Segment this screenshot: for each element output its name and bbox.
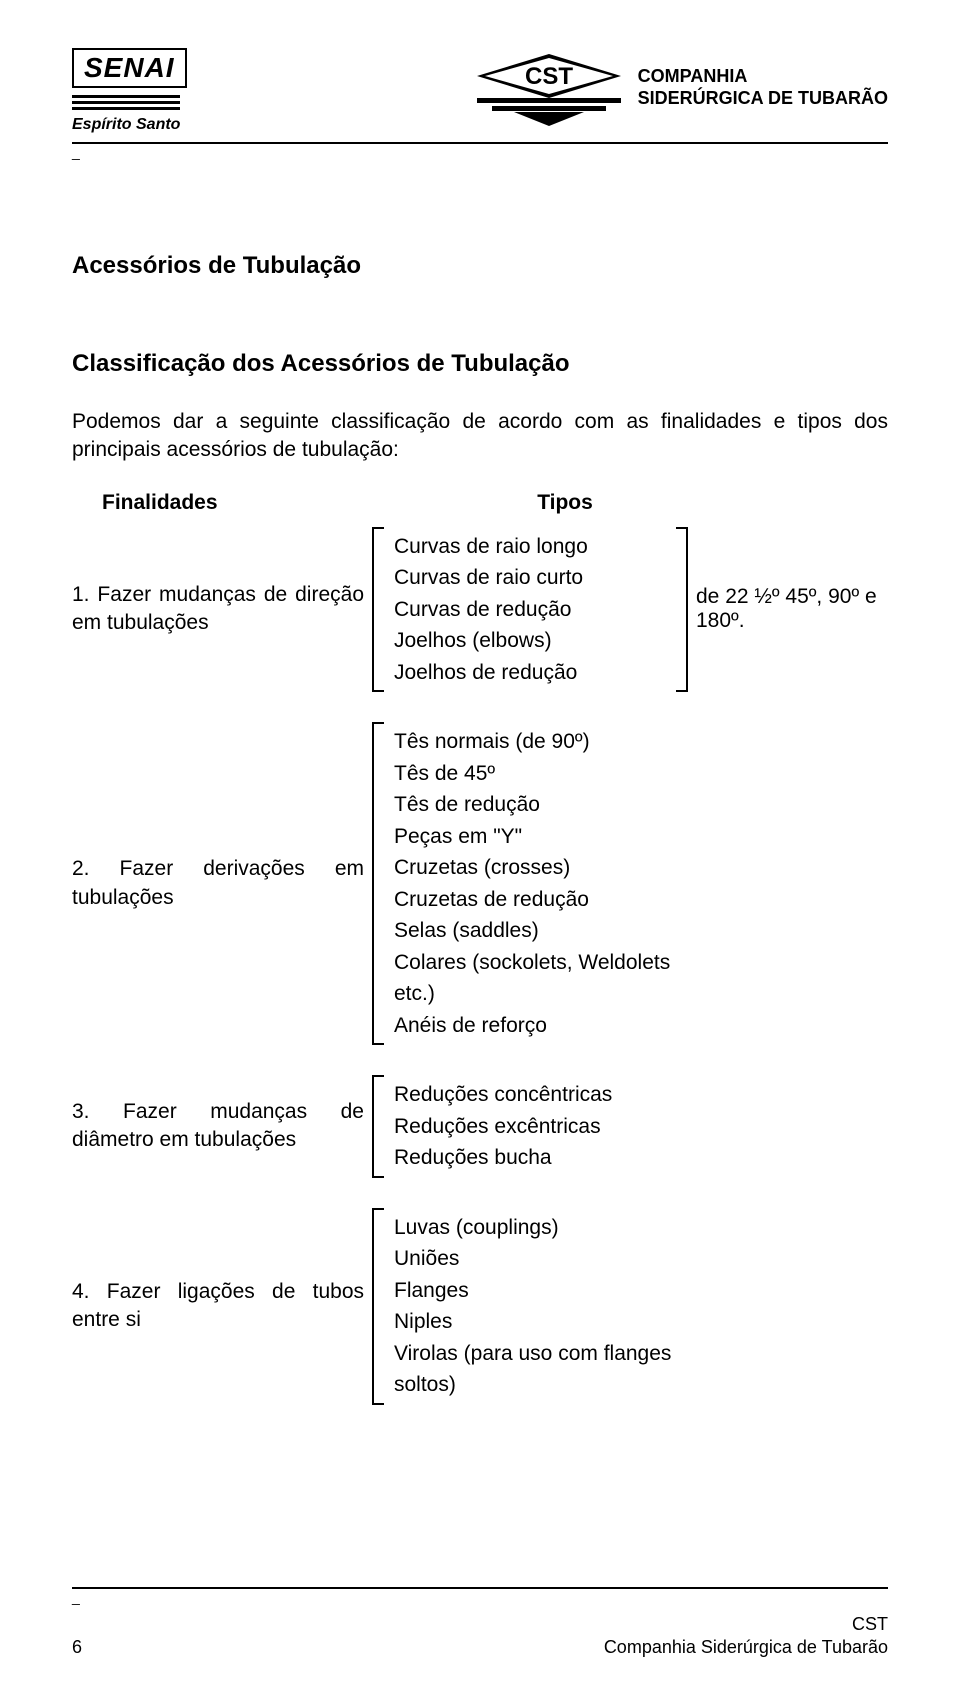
sub-title: Classificação dos Acessórios de Tubulaçã…	[72, 350, 888, 378]
svg-text:CST: CST	[525, 63, 573, 90]
list-item: Peças em "Y"	[394, 821, 678, 853]
espirito-santo-label: Espírito Santo	[72, 116, 187, 134]
row-purpose: 3. Fazer mudanças de diâmetro em tubulaç…	[72, 1098, 372, 1155]
list-item: Colares (sockolets, Weldolets etc.)	[394, 947, 678, 1010]
page-footer: _ 6 CST Companhia Siderúrgica de Tubarão	[72, 1587, 888, 1658]
list-item: Tês de redução	[394, 789, 678, 821]
intro-paragraph: Podemos dar a seguinte classificação de …	[72, 408, 888, 465]
table-row: 1. Fazer mudanças de direção em tubulaçõ…	[72, 527, 888, 693]
senai-bars-icon	[72, 92, 180, 110]
footer-cst: CST	[604, 1613, 888, 1636]
left-bracket-icon	[372, 1208, 384, 1405]
row-items: Luvas (couplings) Uniões Flanges Niples …	[384, 1208, 688, 1405]
list-item: Luvas (couplings)	[394, 1212, 678, 1244]
list-item: Flanges	[394, 1275, 678, 1307]
list-item: Reduções bucha	[394, 1142, 678, 1174]
list-item: Curvas de redução	[394, 594, 666, 626]
page-header: SENAI Espírito Santo CST COMPANHIA SIDER…	[72, 48, 888, 134]
row-items: Reduções concêntricas Reduções excêntric…	[384, 1075, 688, 1178]
senai-logo-text: SENAI	[72, 48, 187, 88]
cst-line1: COMPANHIA	[638, 66, 888, 88]
left-bracket-icon	[372, 722, 384, 1045]
list-item: Niples	[394, 1306, 678, 1338]
header-divider	[72, 142, 888, 144]
list-item: Uniões	[394, 1243, 678, 1275]
list-item: Curvas de raio longo	[394, 531, 666, 563]
right-bracket-icon	[676, 527, 688, 693]
left-bracket-icon	[372, 527, 384, 693]
list-item: Cruzetas (crosses)	[394, 852, 678, 884]
cst-company-name: COMPANHIA SIDERÚRGICA DE TUBARÃO	[638, 66, 888, 109]
header-finalidades: Finalidades	[102, 491, 402, 515]
list-item: Tês normais (de 90º)	[394, 726, 678, 758]
list-item: Virolas (para uso com flanges soltos)	[394, 1338, 678, 1401]
table-row: 3. Fazer mudanças de diâmetro em tubulaç…	[72, 1075, 888, 1178]
row-purpose: 4. Fazer ligações de tubos entre si	[72, 1278, 372, 1335]
list-item: Joelhos (elbows)	[394, 625, 666, 657]
list-item: Anéis de reforço	[394, 1010, 678, 1042]
footer-dash: _	[72, 1589, 80, 1605]
cst-line2: SIDERÚRGICA DE TUBARÃO	[638, 88, 888, 110]
classification-table: Finalidades Tipos 1. Fazer mudanças de d…	[72, 491, 888, 1405]
left-bracket-icon	[372, 1075, 384, 1178]
list-item: Reduções concêntricas	[394, 1079, 678, 1111]
header-dash: _	[72, 144, 80, 160]
table-header-row: Finalidades Tipos	[102, 491, 888, 515]
footer-divider	[72, 1587, 888, 1589]
row-items: Tês normais (de 90º) Tês de 45º Tês de r…	[384, 722, 688, 1045]
list-item: Reduções excêntricas	[394, 1111, 678, 1143]
list-item: Selas (saddles)	[394, 915, 678, 947]
list-item: Tês de 45º	[394, 758, 678, 790]
list-item: Curvas de raio curto	[394, 562, 666, 594]
row-purpose: 1. Fazer mudanças de direção em tubulaçõ…	[72, 581, 372, 638]
footer-company: CST Companhia Siderúrgica de Tubarão	[604, 1613, 888, 1658]
list-item: Cruzetas de redução	[394, 884, 678, 916]
senai-block: SENAI Espírito Santo	[72, 48, 187, 134]
main-title: Acessórios de Tubulação	[72, 252, 888, 280]
page-number: 6	[72, 1637, 82, 1658]
table-row: 2. Fazer derivações em tubulações Tês no…	[72, 722, 888, 1045]
table-row: 4. Fazer ligações de tubos entre si Luva…	[72, 1208, 888, 1405]
header-tipos: Tipos	[402, 491, 688, 515]
row-purpose: 2. Fazer derivações em tubulações	[72, 855, 372, 912]
list-item: Joelhos de redução	[394, 657, 666, 689]
row-items: Curvas de raio longo Curvas de raio curt…	[384, 527, 676, 693]
cst-logo-icon: CST	[474, 48, 624, 128]
cst-block: CST COMPANHIA SIDERÚRGICA DE TUBARÃO	[474, 48, 888, 128]
row-note: de 22 ½º 45º, 90º e 180º.	[688, 585, 888, 633]
footer-company-name: Companhia Siderúrgica de Tubarão	[604, 1636, 888, 1659]
